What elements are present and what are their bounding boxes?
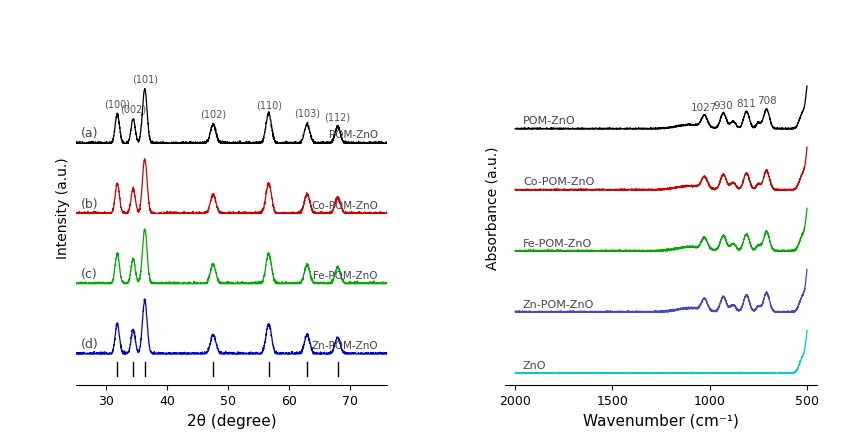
Text: Co-POM-ZnO: Co-POM-ZnO bbox=[311, 201, 378, 211]
Text: 930: 930 bbox=[713, 101, 733, 111]
Text: (a): (a) bbox=[81, 128, 99, 140]
Text: POM-ZnO: POM-ZnO bbox=[329, 131, 378, 140]
Text: Zn-POM-ZnO: Zn-POM-ZnO bbox=[312, 341, 378, 351]
Text: Co-POM-ZnO: Co-POM-ZnO bbox=[523, 178, 594, 187]
Text: 811: 811 bbox=[737, 99, 756, 109]
Text: ZnO: ZnO bbox=[523, 361, 546, 371]
Y-axis label: Intensity (a.u.): Intensity (a.u.) bbox=[56, 157, 70, 259]
Text: (100): (100) bbox=[104, 99, 131, 109]
Text: Fe-POM-ZnO: Fe-POM-ZnO bbox=[523, 238, 592, 249]
Text: (c): (c) bbox=[81, 268, 98, 281]
Text: (101): (101) bbox=[131, 75, 157, 85]
Text: Fe-POM-ZnO: Fe-POM-ZnO bbox=[313, 271, 378, 281]
Text: POM-ZnO: POM-ZnO bbox=[523, 117, 576, 126]
Y-axis label: Absorbance (a.u.): Absorbance (a.u.) bbox=[486, 147, 500, 270]
Text: 708: 708 bbox=[757, 97, 776, 106]
Text: (103): (103) bbox=[294, 109, 320, 119]
Text: Zn-POM-ZnO: Zn-POM-ZnO bbox=[523, 299, 594, 310]
Text: (b): (b) bbox=[81, 198, 99, 211]
Text: 1027: 1027 bbox=[691, 103, 717, 113]
Text: (110): (110) bbox=[256, 100, 282, 110]
Text: (102): (102) bbox=[200, 110, 226, 120]
X-axis label: Wavenumber (cm⁻¹): Wavenumber (cm⁻¹) bbox=[584, 414, 739, 429]
X-axis label: 2θ (degree): 2θ (degree) bbox=[187, 414, 276, 429]
Text: (d): (d) bbox=[81, 338, 99, 351]
Text: (112): (112) bbox=[325, 113, 351, 123]
Text: (002): (002) bbox=[120, 105, 147, 115]
